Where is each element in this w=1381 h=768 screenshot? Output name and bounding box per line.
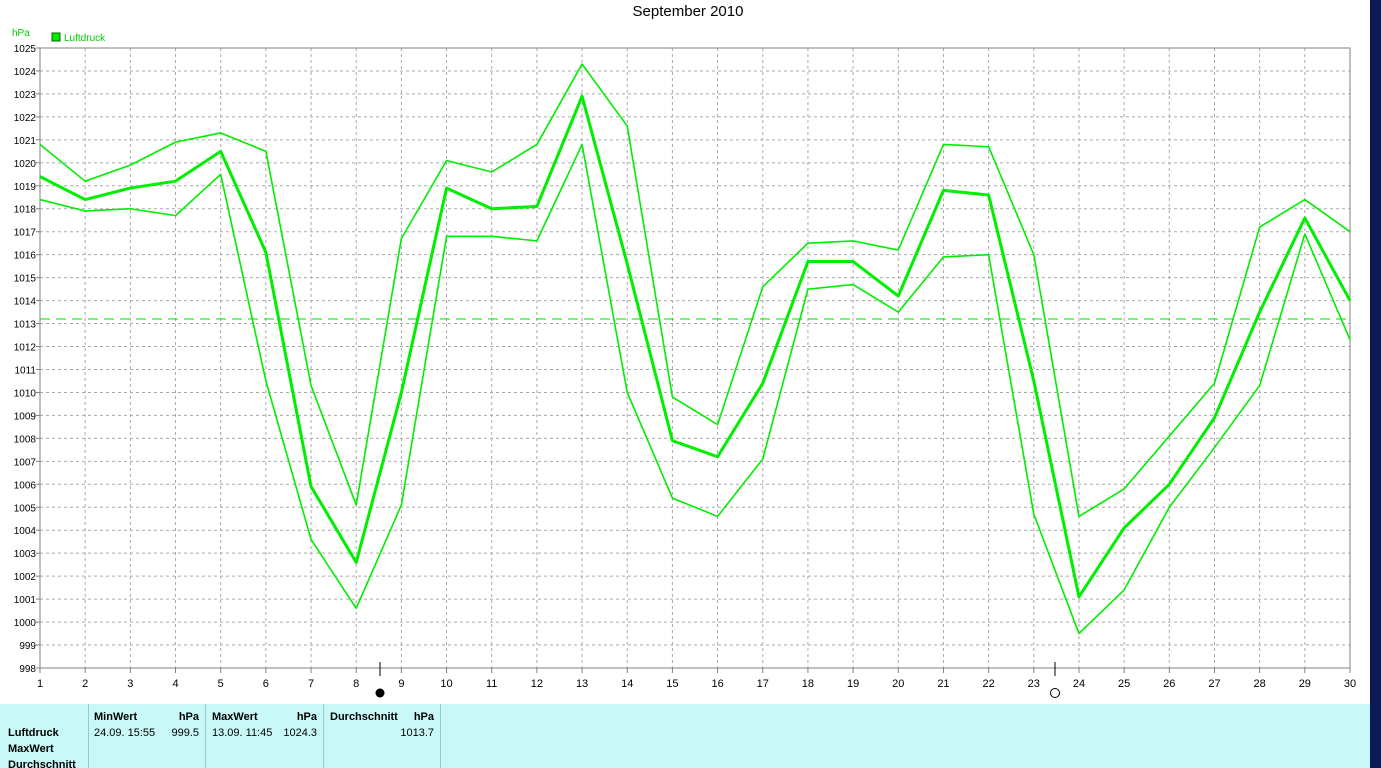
chart-background	[0, 0, 1370, 704]
x-tick-label: 8	[353, 678, 359, 690]
y-tick-label: 1002	[14, 572, 37, 583]
y-tick-label: 1001	[14, 595, 37, 606]
y-tick-label: 1017	[14, 228, 37, 239]
y-tick-label: 1022	[14, 113, 37, 124]
y-tick-label: 1008	[14, 434, 37, 445]
y-tick-label: 1003	[14, 549, 37, 560]
y-tick-label: 1007	[14, 457, 37, 468]
x-tick-label: 16	[711, 678, 723, 690]
max-column: MaxWert hPa 13.09. 11:45 1024.3	[206, 704, 324, 768]
series-line	[39, 94, 1352, 599]
time: 24.09. 15:55	[94, 727, 156, 739]
column-unit: hPa	[296, 711, 317, 723]
y-tick-label: 999	[19, 641, 36, 652]
x-tick-label: 12	[531, 678, 543, 690]
plot-frame	[39, 47, 1351, 669]
x-tick-label: 1	[37, 678, 43, 690]
column-header: MinWert	[94, 711, 138, 723]
column-header: Durchschnitt	[330, 711, 398, 723]
y-tick-label: 1000	[14, 618, 37, 629]
y-tick-label: 1013	[14, 320, 37, 331]
y-tick-label: 1016	[14, 251, 37, 262]
x-tick-label: 23	[1028, 678, 1040, 690]
x-tick-label: 20	[892, 678, 904, 690]
legend: Luftdruck	[51, 32, 106, 44]
column-unit: hPa	[178, 711, 199, 723]
time: 13.09. 11:45	[212, 727, 273, 739]
x-tick-label: 9	[398, 678, 404, 690]
legend-swatch	[51, 32, 61, 42]
min-column: MinWert hPa 24.09. 15:55 999.5	[88, 704, 206, 768]
y-tick-label: 1004	[14, 526, 37, 537]
desktop-edge	[1370, 0, 1381, 768]
y-tick-label: 1014	[14, 297, 37, 308]
x-tick-label: 30	[1344, 678, 1356, 690]
y-tick-label: 1011	[14, 365, 36, 376]
y-tick-label: 1021	[14, 136, 37, 147]
new-moon-icon	[375, 688, 385, 698]
x-tick-label: 5	[218, 678, 224, 690]
x-tick-label: 6	[263, 678, 269, 690]
x-tick-label: 10	[440, 678, 452, 690]
x-tick-label: 17	[757, 678, 769, 690]
y-tick-label: 1019	[14, 182, 37, 193]
y-tick-label: 998	[19, 664, 36, 675]
full-moon-icon	[1050, 688, 1060, 698]
x-tick-label: 18	[802, 678, 814, 690]
y-tick-label: 1006	[14, 480, 37, 491]
y-tick-label: 1010	[14, 388, 37, 399]
y-axis-unit: hPa	[12, 28, 30, 39]
x-tick-label: 13	[576, 678, 588, 690]
y-tick-label: 1023	[14, 90, 37, 101]
series-line	[39, 63, 1351, 518]
stats-table: Luftdruck MaxWert Durchschnitt MinWert h…	[0, 704, 1370, 768]
grid: 998 999 1000 1001 1002 1003 1004 1005 1006 1007 10…	[14, 44, 1356, 690]
x-tick-label: 22	[982, 678, 994, 690]
column-header: MaxWert	[212, 711, 258, 723]
y-tick-label: 1020	[14, 159, 37, 170]
x-tick-label: 2	[82, 678, 88, 690]
y-tick-label: 1024	[14, 67, 37, 78]
y-tick-label: 1012	[14, 343, 37, 354]
x-tick-label: 7	[308, 678, 314, 690]
value: 1024.3	[283, 727, 317, 739]
lines	[39, 63, 1352, 635]
legend-label: Luftdruck	[64, 33, 106, 44]
x-tick-label: 27	[1208, 678, 1220, 690]
chart: September 2010 hPa Luftdruck 998 999 1000 1…	[0, 0, 1370, 704]
y-tick-label: 1009	[14, 411, 37, 422]
x-tick-label: 24	[1073, 678, 1085, 690]
series-line	[39, 143, 1351, 635]
row-label-column: Luftdruck MaxWert Durchschnitt	[0, 704, 89, 768]
row-label: Luftdruck	[8, 727, 59, 739]
y-tick-label: 1005	[14, 503, 37, 514]
row-label: Durchschnitt	[8, 759, 76, 768]
x-tick-label: 4	[172, 678, 178, 690]
y-tick-label: 1015	[14, 274, 37, 285]
x-tick-label: 28	[1254, 678, 1266, 690]
average-column: Durchschnitt hPa 1013.7	[324, 704, 441, 768]
value: 1013.7	[400, 727, 434, 739]
x-tick-label: 25	[1118, 678, 1130, 690]
x-tick-label: 11	[486, 678, 497, 690]
x-tick-label: 19	[847, 678, 859, 690]
y-tick-label: 1025	[14, 44, 37, 55]
y-tick-label: 1018	[14, 205, 37, 216]
x-tick-label: 26	[1163, 678, 1175, 690]
column-unit: hPa	[413, 711, 434, 723]
x-tick-label: 3	[127, 678, 133, 690]
chart-title: September 2010	[633, 3, 744, 20]
x-tick-label: 15	[666, 678, 678, 690]
x-tick-label: 29	[1299, 678, 1311, 690]
x-tick-label: 14	[621, 678, 633, 690]
row-label: MaxWert	[8, 743, 54, 755]
value: 999.5	[171, 727, 199, 739]
x-tick-label: 21	[937, 678, 949, 690]
